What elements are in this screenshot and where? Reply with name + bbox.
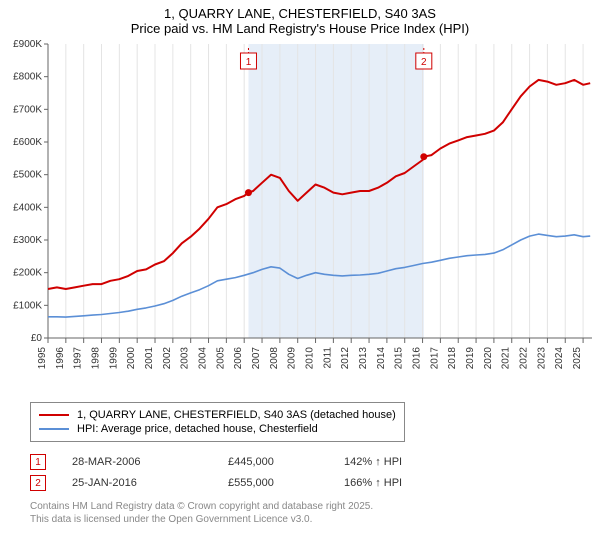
- svg-text:2024: 2024: [554, 347, 565, 370]
- svg-text:£500K: £500K: [13, 170, 42, 181]
- svg-text:2008: 2008: [269, 347, 280, 370]
- svg-text:2025: 2025: [572, 347, 583, 370]
- svg-text:£900K: £900K: [13, 39, 42, 50]
- sale-date-2: 25-JAN-2016: [72, 477, 202, 489]
- sale-price-2: £555,000: [228, 477, 318, 489]
- sale-row-1: 1 28-MAR-2006 £445,000 142% ↑ HPI: [30, 453, 434, 471]
- sale-hpi-2: 166% ↑ HPI: [344, 477, 434, 489]
- svg-text:2016: 2016: [412, 347, 423, 370]
- sale-marker-2: 2: [30, 475, 46, 491]
- svg-text:£200K: £200K: [13, 268, 42, 279]
- svg-text:1996: 1996: [55, 347, 66, 370]
- legend-row-1: 1, QUARRY LANE, CHESTERFIELD, S40 3AS (d…: [39, 409, 396, 421]
- svg-text:1995: 1995: [37, 347, 48, 370]
- svg-text:2006: 2006: [233, 347, 244, 370]
- sale-price-1: £445,000: [228, 456, 318, 468]
- legend-row-2: HPI: Average price, detached house, Ches…: [39, 423, 396, 435]
- svg-text:2002: 2002: [162, 347, 173, 370]
- svg-text:2001: 2001: [144, 347, 155, 370]
- svg-text:2020: 2020: [483, 347, 494, 370]
- legend: 1, QUARRY LANE, CHESTERFIELD, S40 3AS (d…: [30, 402, 405, 442]
- svg-text:2003: 2003: [180, 347, 191, 370]
- svg-text:2: 2: [421, 57, 427, 68]
- credits-line-1: Contains HM Land Registry data © Crown c…: [30, 500, 373, 513]
- svg-text:2004: 2004: [198, 347, 209, 370]
- svg-text:1: 1: [246, 57, 252, 68]
- svg-text:2018: 2018: [447, 347, 458, 370]
- legend-swatch-1: [39, 414, 69, 416]
- title-line-2: Price paid vs. HM Land Registry's House …: [0, 21, 600, 36]
- credits-line-2: This data is licensed under the Open Gov…: [30, 513, 373, 526]
- sales-table: 1 28-MAR-2006 £445,000 142% ↑ HPI 2 25-J…: [30, 450, 434, 495]
- svg-text:1997: 1997: [73, 347, 84, 370]
- legend-label-2: HPI: Average price, detached house, Ches…: [77, 423, 318, 435]
- chart-svg: 1995 1996 1997 1998 1999 2000 2001 2002 2003 2004…: [0, 38, 600, 398]
- sale-date-1: 28-MAR-2006: [72, 456, 202, 468]
- svg-text:£300K: £300K: [13, 235, 42, 246]
- chart-area: 1995 1996 1997 1998 1999 2000 2001 2002 2003 2004…: [0, 38, 600, 398]
- sale-hpi-1: 142% ↑ HPI: [344, 456, 434, 468]
- legend-label-1: 1, QUARRY LANE, CHESTERFIELD, S40 3AS (d…: [77, 409, 396, 421]
- sale-marker-1: 1: [30, 454, 46, 470]
- svg-text:2010: 2010: [305, 347, 316, 370]
- svg-text:2014: 2014: [376, 347, 387, 370]
- svg-text:2019: 2019: [465, 347, 476, 370]
- svg-text:2011: 2011: [322, 347, 333, 369]
- svg-text:2021: 2021: [501, 347, 512, 370]
- svg-text:£400K: £400K: [13, 202, 42, 213]
- svg-text:1999: 1999: [108, 347, 119, 370]
- svg-text:2000: 2000: [126, 347, 137, 370]
- svg-text:2007: 2007: [251, 347, 262, 370]
- svg-text:£600K: £600K: [13, 137, 42, 148]
- svg-text:2005: 2005: [215, 347, 226, 370]
- svg-text:£0: £0: [31, 333, 43, 344]
- legend-swatch-2: [39, 428, 69, 430]
- title-line-1: 1, QUARRY LANE, CHESTERFIELD, S40 3AS: [0, 6, 600, 21]
- sale-row-2: 2 25-JAN-2016 £555,000 166% ↑ HPI: [30, 474, 434, 492]
- svg-text:2009: 2009: [287, 347, 298, 370]
- svg-text:1998: 1998: [91, 347, 102, 370]
- svg-text:2017: 2017: [429, 347, 440, 370]
- svg-text:£800K: £800K: [13, 72, 42, 83]
- svg-text:£700K: £700K: [13, 104, 42, 115]
- svg-text:2012: 2012: [340, 347, 351, 370]
- svg-text:£100K: £100K: [13, 300, 42, 311]
- svg-text:2015: 2015: [394, 347, 405, 370]
- svg-text:2023: 2023: [536, 347, 547, 370]
- credits: Contains HM Land Registry data © Crown c…: [30, 500, 373, 526]
- svg-text:2022: 2022: [519, 347, 530, 370]
- chart-title: 1, QUARRY LANE, CHESTERFIELD, S40 3AS Pr…: [0, 0, 600, 36]
- svg-text:2013: 2013: [358, 347, 369, 370]
